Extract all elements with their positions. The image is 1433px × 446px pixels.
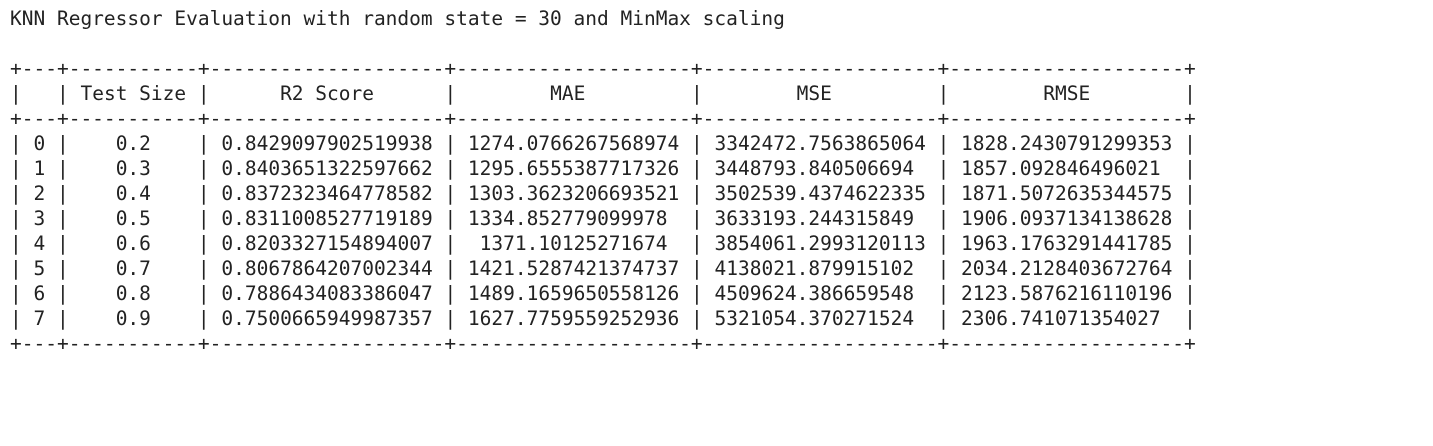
table-cell: 4509624.386659548 [702,282,938,305]
table-cell: 0.8203327154894007 [209,232,445,255]
table-header-cell [22,82,57,105]
table-cell: 2034.2128403672764 [949,257,1185,280]
table-cell: 1627.7759559252936 [456,307,691,330]
table-cell: 2 [21,182,57,205]
table-cell: 1 [21,157,57,180]
table-cell: 0.2 [68,132,198,155]
table-cell: 1906.0937134138628 [949,207,1185,230]
table-cell: 0.9 [68,307,198,330]
table-cell: 3633193.244315849 [702,207,938,230]
table-cell: 3502539.4374622335 [702,182,938,205]
output-title: KNN Regressor Evaluation with random sta… [10,7,785,30]
results-table: +---+-----------+--------------------+--… [10,57,1196,355]
table-row: | 3 | 0.5 | 0.8311008527719189 | 1334.85… [10,207,1196,230]
table-cell: 0.4 [68,182,198,205]
table-header-cell: MSE [702,82,938,105]
table-cell: 0.7500665949987357 [209,307,445,330]
table-cell: 0.3 [68,157,198,180]
table-cell: 0.7 [68,257,198,280]
table-cell: 2123.5876216110196 [949,282,1185,305]
table-cell: 1295.6555387717326 [456,157,691,180]
table-cell: 1857.092846496021 [949,157,1185,180]
table-cell: 0.8372323464778582 [209,182,445,205]
table-header-cell: RMSE [949,82,1185,105]
table-cell: 1963.1763291441785 [949,232,1185,255]
table-cell: 5 [21,257,57,280]
table-cell: 5321054.370271524 [702,307,938,330]
table-header-cell: R2 Score [209,82,445,105]
table-row: | 6 | 0.8 | 0.7886434083386047 | 1489.16… [10,282,1196,305]
table-cell: 7 [21,307,57,330]
table-cell: 3448793.840506694 [702,157,938,180]
table-header-row: | | Test Size | R2 Score | MAE | MSE | R… [10,82,1196,105]
table-cell: 1871.5072635344575 [949,182,1185,205]
table-row: | 0 | 0.2 | 0.8429097902519938 | 1274.07… [10,132,1196,155]
table-header-cell: MAE [456,82,691,105]
table-cell: 0.8067864207002344 [209,257,445,280]
table-cell: 1303.3623206693521 [456,182,691,205]
table-cell: 3 [21,207,57,230]
table-cell: 1421.5287421374737 [456,257,691,280]
table-cell: 6 [21,282,57,305]
table-row: | 4 | 0.6 | 0.8203327154894007 | 1371.10… [10,232,1196,255]
table-cell: 0 [21,132,57,155]
table-row: | 1 | 0.3 | 0.8403651322597662 | 1295.65… [10,157,1196,180]
table-cell: 2306.741071354027 [949,307,1185,330]
table-cell: 1828.2430791299353 [949,132,1185,155]
table-cell: 1334.852779099978 [456,207,691,230]
table-cell: 3342472.7563865064 [702,132,938,155]
table-row: | 5 | 0.7 | 0.8067864207002344 | 1421.52… [10,257,1196,280]
table-cell: 1274.0766267568974 [456,132,691,155]
table-cell: 0.5 [68,207,198,230]
table-cell: 0.6 [68,232,198,255]
table-cell: 0.7886434083386047 [209,282,445,305]
table-cell: 0.8311008527719189 [209,207,445,230]
table-row: | 2 | 0.4 | 0.8372323464778582 | 1303.36… [10,182,1196,205]
table-cell: 0.8429097902519938 [209,132,445,155]
table-cell: 4138021.879915102 [702,257,938,280]
table-cell: 0.8 [68,282,198,305]
table-cell: 1371.10125271674 [456,232,691,255]
table-row: | 7 | 0.9 | 0.7500665949987357 | 1627.77… [10,307,1196,330]
table-cell: 3854061.2993120113 [702,232,938,255]
table-header-cell: Test Size [68,82,198,105]
table-cell: 4 [21,232,57,255]
output-text: KNN Regressor Evaluation with random sta… [10,6,1196,356]
table-cell: 0.8403651322597662 [209,157,445,180]
table-cell: 1489.1659650558126 [456,282,691,305]
